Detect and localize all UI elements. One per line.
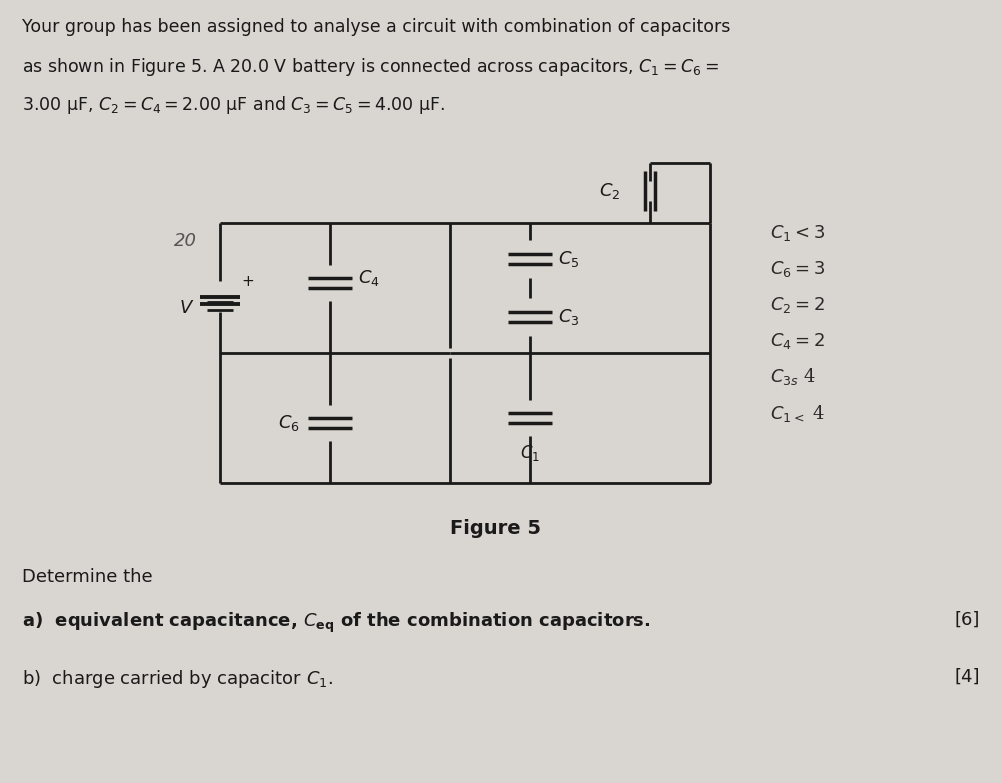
Text: $C_6 = 3$: $C_6 = 3$ <box>770 259 825 279</box>
Text: $C_{3s}$ 4: $C_{3s}$ 4 <box>770 366 815 388</box>
Text: $C_2 = 2$: $C_2 = 2$ <box>770 295 824 315</box>
Text: $C_4 = 2$: $C_4 = 2$ <box>770 331 824 351</box>
Text: b)  charge carried by capacitor $\mathit{C}_1$.: b) charge carried by capacitor $\mathit{… <box>22 668 333 690</box>
Text: $C_1$: $C_1$ <box>519 443 539 463</box>
Text: +: + <box>241 273 255 288</box>
Text: $C_5$: $C_5$ <box>557 250 579 269</box>
Text: $C_{1<}$ 4: $C_{1<}$ 4 <box>770 402 824 424</box>
Text: $C_3$: $C_3$ <box>557 307 579 327</box>
Text: $C_2$: $C_2$ <box>598 181 619 201</box>
Text: 3.00 μF, $\boldsymbol{C_2} = \boldsymbol{C_4} = 2.00$ μF and $\boldsymbol{C_3} =: 3.00 μF, $\boldsymbol{C_2} = \boldsymbol… <box>22 94 445 116</box>
Text: a)  equivalent capacitance, $\mathbf{\mathit{C}_{eq}}$ of the combination capaci: a) equivalent capacitance, $\mathbf{\mat… <box>22 611 650 635</box>
Text: V: V <box>179 299 191 317</box>
Text: $C_4$: $C_4$ <box>358 268 380 288</box>
Text: 20: 20 <box>173 232 196 250</box>
Text: $C_6$: $C_6$ <box>278 413 300 433</box>
Text: Your group has been assigned to analyse a circuit with combination of capacitors: Your group has been assigned to analyse … <box>22 18 729 36</box>
Text: [4]: [4] <box>954 668 979 686</box>
Text: as shown in Figure 5. A 20.0 V battery is connected across capacitors, $\boldsym: as shown in Figure 5. A 20.0 V battery i… <box>22 56 718 78</box>
Text: $C_1 < 3$: $C_1 < 3$ <box>770 223 825 243</box>
Text: [6]: [6] <box>954 611 979 629</box>
Text: Determine the: Determine the <box>22 568 152 586</box>
Text: Figure 5: Figure 5 <box>449 518 540 537</box>
